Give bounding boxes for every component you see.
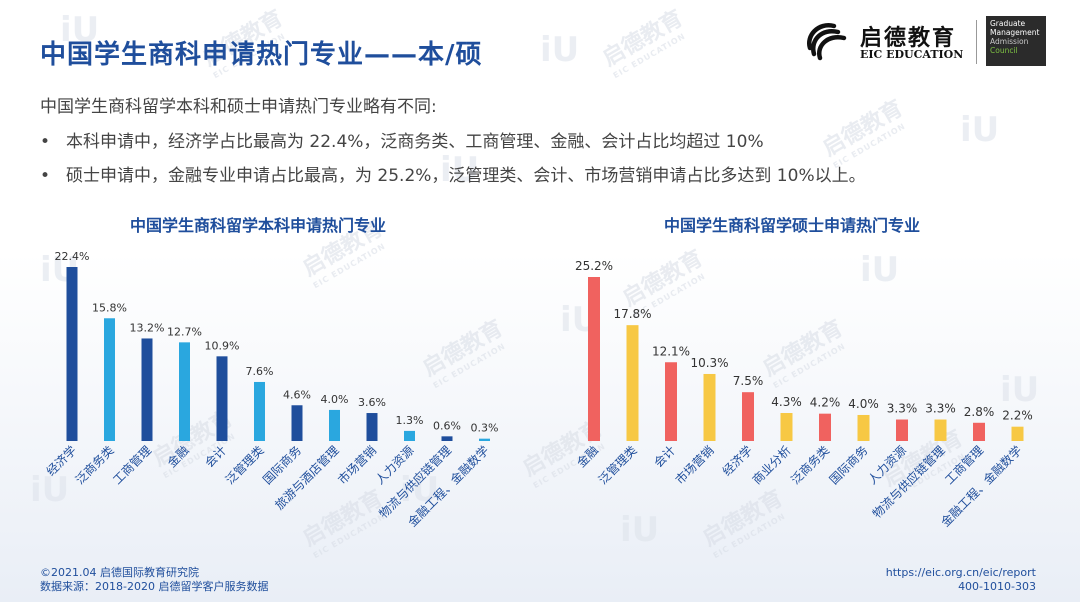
data-label: 0.6% bbox=[433, 419, 461, 432]
bullet-text: 本科申请中，经济学占比最高为 22.4%，泛商务类、工商管理、金融、会计占比均超… bbox=[66, 132, 764, 152]
bullet-item: • 硕士申请中，金融专业申请占比最高，为 25.2%，泛管理类、会计、市场营销申请… bbox=[40, 162, 866, 196]
data-label: 4.0% bbox=[321, 393, 349, 406]
data-label: 2.2% bbox=[1002, 409, 1033, 423]
bar bbox=[366, 413, 378, 441]
bar bbox=[329, 409, 340, 441]
data-label: 0.3% bbox=[471, 422, 499, 435]
gmac-line-1: Graduate bbox=[990, 19, 1026, 28]
logo-divider bbox=[976, 20, 977, 64]
bullet-dot: • bbox=[40, 132, 51, 152]
bar bbox=[254, 381, 265, 441]
category-label: 泛商务类 bbox=[788, 443, 833, 488]
logo-chinese-text: 启德教育 bbox=[860, 26, 957, 51]
bar bbox=[104, 318, 115, 441]
bar bbox=[216, 356, 228, 441]
bar bbox=[404, 430, 415, 441]
bar bbox=[780, 413, 793, 441]
data-label: 4.3% bbox=[771, 395, 802, 409]
footer-left: ©2021.04 启德国际教育研究院 数据来源：2018-2020 启德留学客户… bbox=[40, 566, 268, 594]
eic-logo: 启德教育 EIC EDUCATION bbox=[804, 18, 994, 66]
data-label: 3.3% bbox=[887, 402, 918, 416]
bar bbox=[441, 436, 453, 441]
bar bbox=[479, 438, 490, 441]
data-label: 7.5% bbox=[733, 374, 764, 388]
category-label: 经济学 bbox=[719, 443, 755, 479]
data-label: 12.1% bbox=[652, 344, 690, 358]
data-label: 12.7% bbox=[167, 325, 202, 338]
data-label: 4.6% bbox=[283, 388, 311, 401]
data-label: 7.6% bbox=[246, 365, 274, 378]
bar bbox=[291, 405, 303, 441]
logo-english-text: EIC EDUCATION bbox=[860, 48, 964, 61]
bar bbox=[973, 422, 985, 441]
data-label: 15.8% bbox=[92, 301, 127, 314]
bar bbox=[934, 419, 947, 441]
data-label: 13.2% bbox=[130, 321, 165, 334]
chart-title-master: 中国学生商科留学硕士申请热门专业 bbox=[664, 216, 921, 235]
data-label: 2.8% bbox=[964, 405, 995, 419]
bar bbox=[857, 414, 870, 441]
gmac-line-2: Management bbox=[990, 28, 1040, 37]
bar bbox=[896, 419, 908, 441]
footer-source: 数据来源：2018-2020 启德留学客户服务数据 bbox=[40, 580, 269, 593]
bar bbox=[742, 392, 754, 441]
bullet-list: • 本科申请中，经济学占比最高为 22.4%，泛商务类、工商管理、金融、会计占比均… bbox=[40, 128, 866, 196]
chart-title-undergrad: 中国学生商科留学本科申请热门专业 bbox=[130, 216, 387, 235]
category-label: 会计 bbox=[651, 443, 678, 470]
data-label: 25.2% bbox=[575, 259, 613, 273]
bar-chart-undergrad: 22.4%经济学15.8%泛商务类13.2%工商管理12.7%金融10.9%会计… bbox=[43, 250, 499, 529]
bar bbox=[66, 267, 78, 441]
bullet-dot: • bbox=[40, 166, 51, 186]
data-label: 3.6% bbox=[358, 396, 386, 409]
bar bbox=[819, 413, 831, 441]
category-label: 商业分析 bbox=[749, 443, 794, 488]
bar bbox=[179, 342, 190, 441]
footer-copyright: ©2021.04 启德国际教育研究院 bbox=[40, 566, 199, 579]
bar bbox=[626, 325, 639, 441]
data-label: 10.9% bbox=[205, 339, 240, 352]
data-label: 22.4% bbox=[55, 250, 90, 263]
data-label: 17.8% bbox=[613, 307, 651, 321]
gmac-line-3: Admission bbox=[990, 37, 1029, 46]
bar bbox=[703, 373, 716, 441]
intro-text: 中国学生商科留学本科和硕士申请热门专业略有不同: bbox=[40, 97, 437, 117]
footer-right: https://eic.org.cn/eic/report 400-1010-3… bbox=[886, 566, 1036, 594]
data-label: 4.0% bbox=[848, 397, 879, 411]
category-label: 市场营销 bbox=[672, 443, 717, 488]
bullet-item: • 本科申请中，经济学占比最高为 22.4%，泛商务类、工商管理、金融、会计占比均… bbox=[40, 128, 866, 162]
data-label: 4.2% bbox=[810, 396, 841, 410]
category-label: 物流与供应链管理 bbox=[869, 443, 947, 521]
bar bbox=[1011, 426, 1024, 441]
footer-phone: 400-1010-303 bbox=[958, 580, 1036, 593]
data-label: 1.3% bbox=[396, 414, 424, 427]
footer-url[interactable]: https://eic.org.cn/eic/report bbox=[885, 566, 1036, 579]
eic-logo-icon bbox=[806, 23, 847, 61]
bar bbox=[665, 362, 677, 441]
bar bbox=[588, 277, 600, 441]
category-label: 金融 bbox=[574, 443, 602, 471]
data-label: 3.3% bbox=[925, 402, 956, 416]
gmac-line-4: Council bbox=[990, 46, 1018, 55]
bullet-text: 硕士申请中，金融专业申请占比最高，为 25.2%，泛管理类、会计、市场营销申请占… bbox=[66, 166, 866, 186]
page-title: 中国学生商科申请热门专业——本/硕 bbox=[40, 40, 483, 70]
category-label: 国际商务 bbox=[826, 443, 871, 488]
data-label: 10.3% bbox=[690, 356, 728, 370]
category-label: 泛管理类 bbox=[595, 443, 640, 488]
gmac-logo: Graduate Management Admission Council bbox=[986, 16, 1046, 66]
bar bbox=[141, 338, 153, 441]
